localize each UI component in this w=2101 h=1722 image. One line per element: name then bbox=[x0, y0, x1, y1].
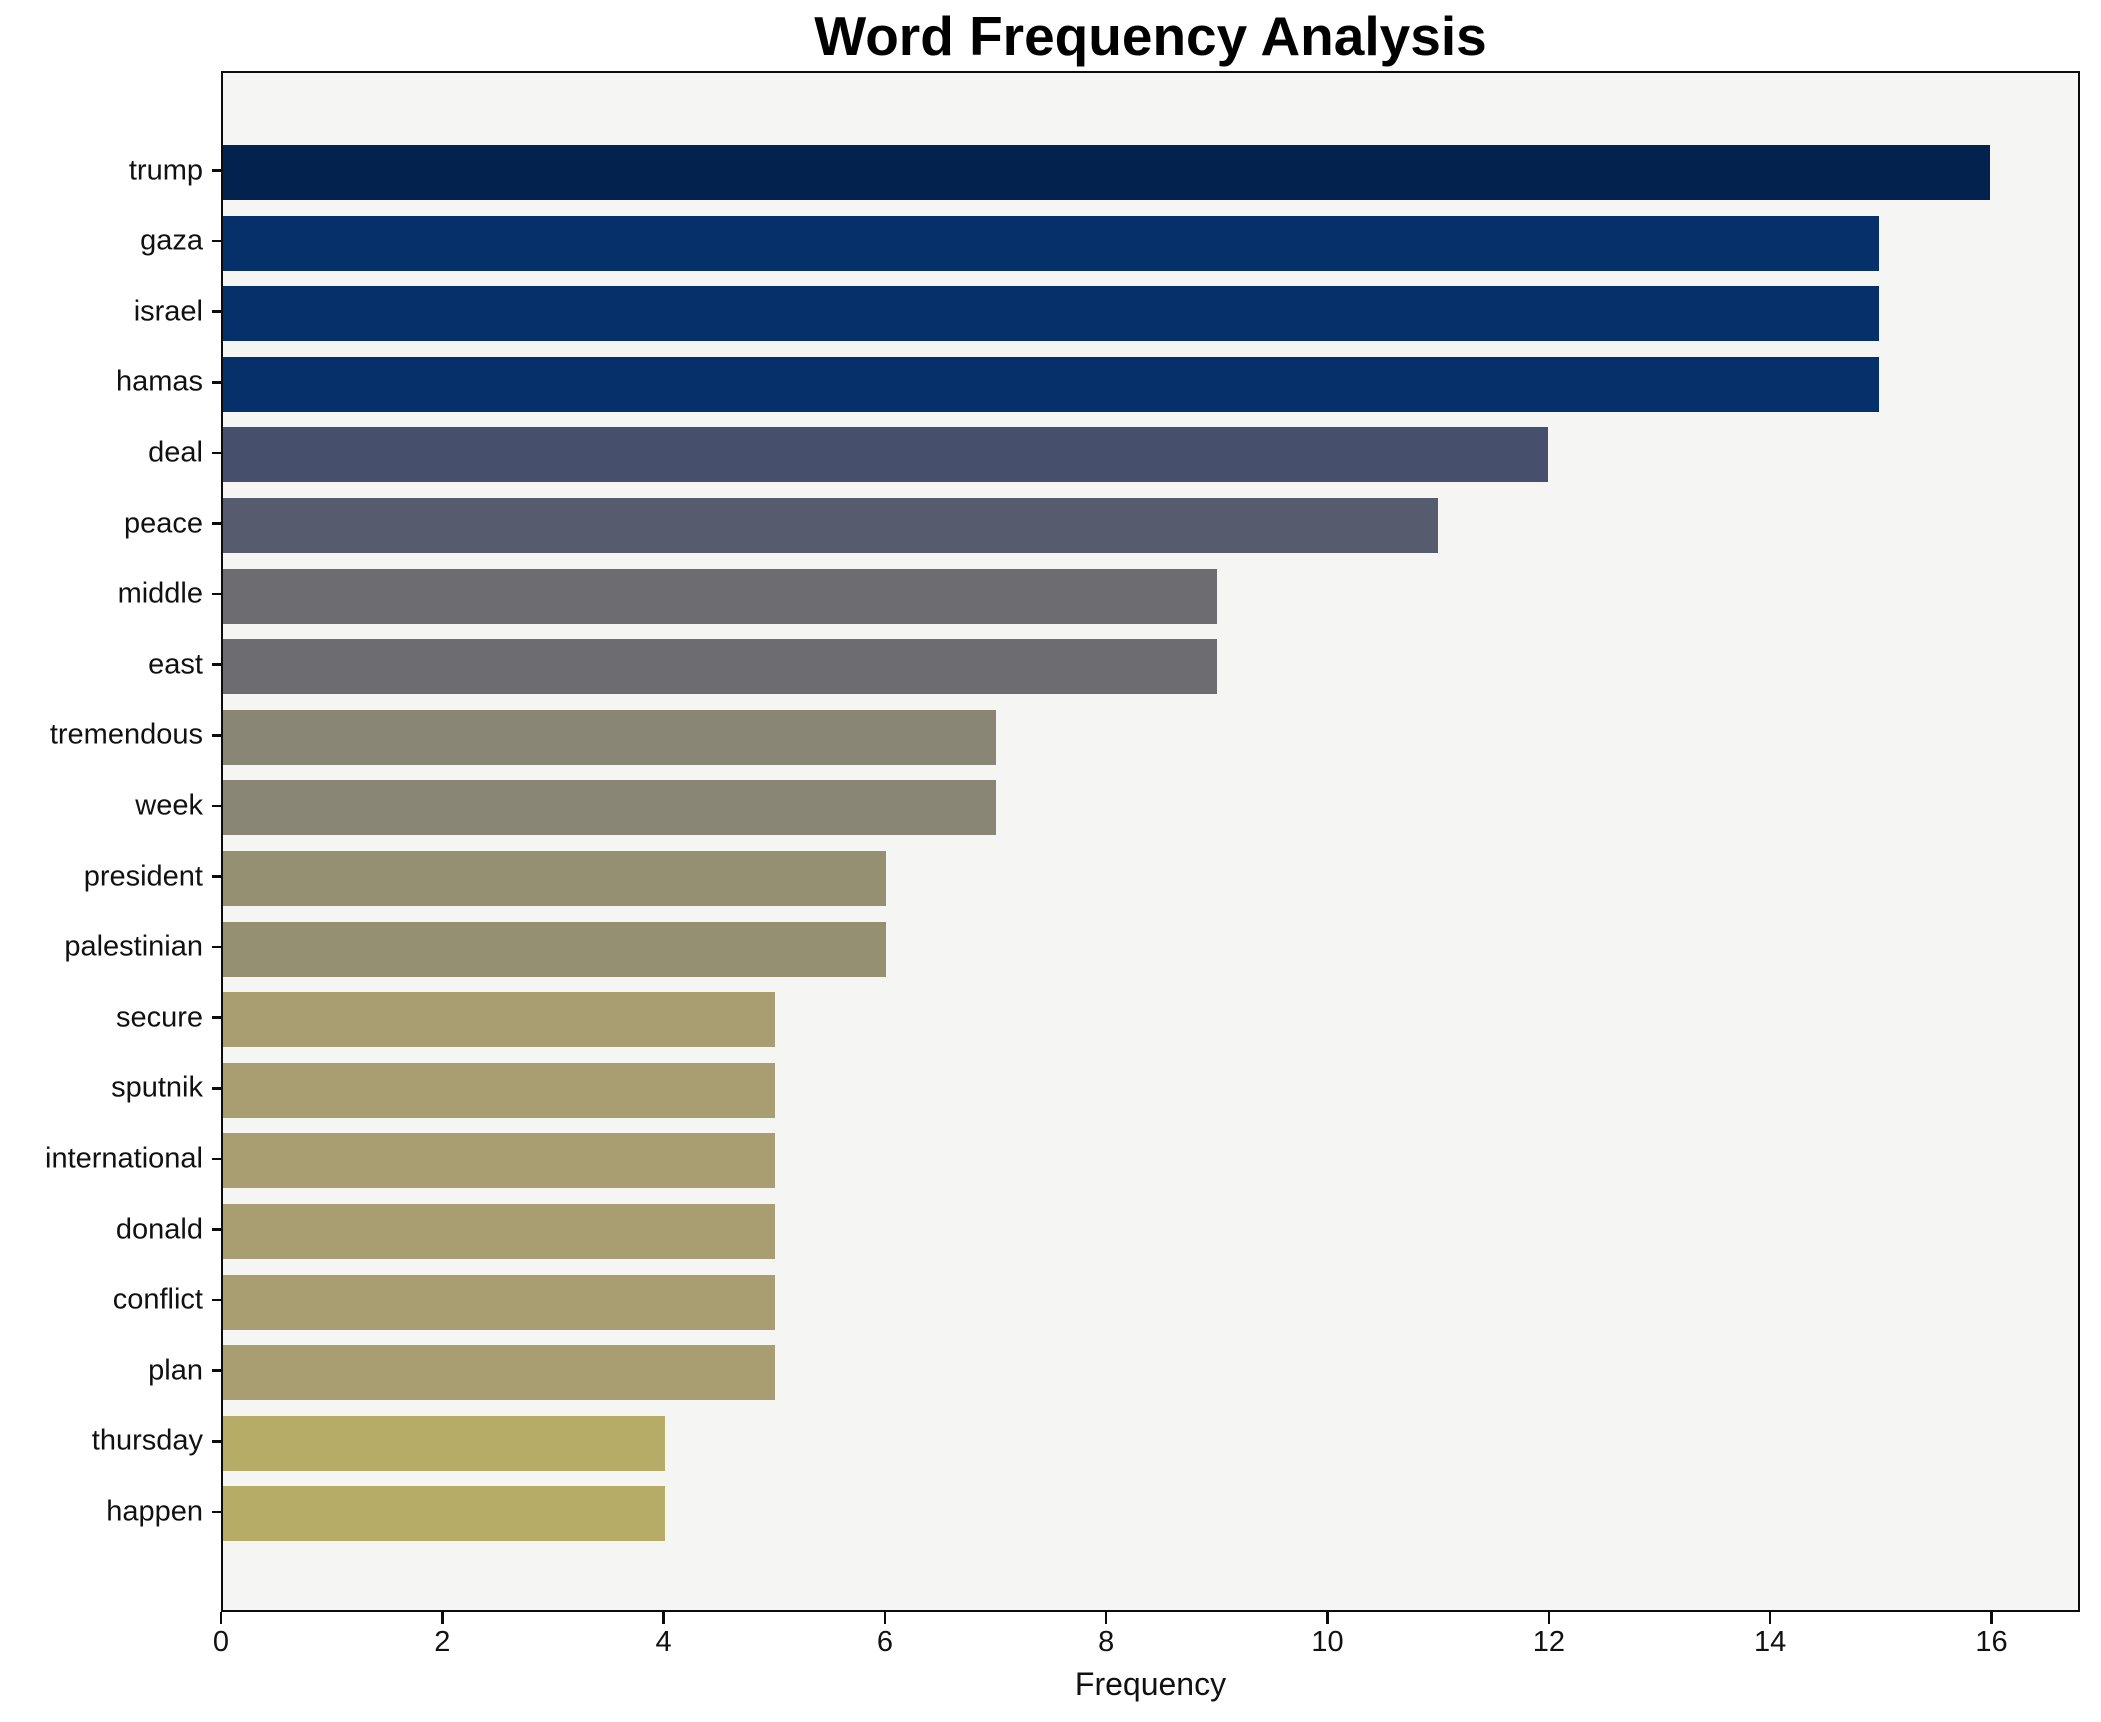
y-tick-label-middle: middle bbox=[117, 577, 203, 610]
x-tick-mark bbox=[1768, 1612, 1772, 1624]
y-tick-label-secure: secure bbox=[115, 1001, 203, 1034]
y-tick-label-sputnik: sputnik bbox=[111, 1071, 203, 1104]
y-tick-label-hamas: hamas bbox=[115, 365, 203, 398]
bar-gaza bbox=[223, 215, 1880, 271]
x-tick-mark bbox=[662, 1612, 665, 1624]
x-tick-mark bbox=[1104, 1612, 1108, 1624]
y-tick-mark bbox=[212, 451, 221, 455]
y-tick-mark bbox=[212, 381, 221, 384]
y-tick-label-president: president bbox=[83, 860, 203, 892]
bar-hamas bbox=[223, 356, 1880, 412]
bar-thursday bbox=[223, 1415, 665, 1471]
y-tick-mark bbox=[212, 1369, 221, 1372]
x-tick-mark bbox=[883, 1612, 887, 1624]
y-tick-label-donald: donald bbox=[115, 1213, 203, 1245]
x-tick-label-14: 14 bbox=[1754, 1626, 1787, 1658]
bar-conflict bbox=[223, 1274, 776, 1330]
bar-sputnik bbox=[223, 1062, 776, 1118]
y-tick-label-trump: trump bbox=[128, 154, 203, 186]
y-tick-mark bbox=[212, 1298, 221, 1302]
bar-international bbox=[223, 1133, 776, 1189]
x-tick-label-16: 16 bbox=[1975, 1626, 2008, 1658]
x-tick-label-6: 6 bbox=[876, 1626, 893, 1658]
bar-plan bbox=[223, 1345, 776, 1401]
y-tick-mark bbox=[212, 1087, 221, 1090]
y-tick-label-east: east bbox=[148, 648, 203, 681]
chart-title: Word Frequency Analysis bbox=[814, 5, 1487, 67]
y-tick-mark bbox=[212, 310, 221, 313]
y-tick-label-happen: happen bbox=[106, 1495, 203, 1528]
bar-peace bbox=[223, 498, 1438, 553]
x-tick-mark bbox=[219, 1612, 223, 1624]
y-tick-mark bbox=[212, 1510, 221, 1514]
y-tick-mark bbox=[212, 804, 221, 808]
x-tick-label-8: 8 bbox=[1098, 1626, 1115, 1658]
y-tick-mark bbox=[212, 663, 221, 666]
y-tick-label-international: international bbox=[45, 1142, 203, 1175]
bar-secure bbox=[223, 992, 776, 1048]
x-tick-mark bbox=[441, 1612, 444, 1624]
bar-palestinian bbox=[223, 921, 886, 977]
bar-week bbox=[223, 780, 996, 836]
bar-tremendous bbox=[223, 709, 996, 765]
bar-israel bbox=[223, 286, 1880, 342]
y-tick-label-deal: deal bbox=[148, 436, 203, 469]
x-tick-label-10: 10 bbox=[1311, 1626, 1344, 1658]
x-tick-label-12: 12 bbox=[1532, 1626, 1565, 1658]
plot-area bbox=[221, 71, 2080, 1612]
y-tick-mark bbox=[212, 1157, 221, 1161]
y-tick-mark bbox=[212, 945, 221, 949]
y-tick-label-conflict: conflict bbox=[112, 1283, 203, 1316]
bar-donald bbox=[223, 1204, 776, 1259]
y-tick-mark bbox=[212, 169, 221, 172]
y-tick-label-peace: peace bbox=[123, 507, 203, 539]
y-tick-label-tremendous: tremendous bbox=[49, 718, 203, 751]
x-tick-label-2: 2 bbox=[434, 1626, 451, 1658]
bar-president bbox=[223, 851, 886, 906]
bar-middle bbox=[223, 568, 1217, 624]
y-tick-mark bbox=[212, 1016, 221, 1019]
x-tick-mark bbox=[1990, 1612, 1993, 1624]
y-tick-mark bbox=[212, 875, 221, 878]
y-tick-mark bbox=[212, 592, 221, 596]
x-tick-mark bbox=[1547, 1612, 1551, 1624]
y-tick-mark bbox=[212, 1440, 221, 1443]
y-tick-label-gaza: gaza bbox=[140, 224, 203, 257]
y-tick-mark bbox=[212, 239, 221, 243]
bar-happen bbox=[223, 1486, 665, 1542]
y-tick-mark bbox=[212, 734, 221, 737]
x-tick-label-4: 4 bbox=[655, 1626, 672, 1658]
y-tick-mark bbox=[212, 1228, 221, 1231]
y-tick-label-palestinian: palestinian bbox=[64, 930, 203, 963]
x-tick-mark bbox=[1326, 1612, 1329, 1624]
y-tick-mark bbox=[212, 522, 221, 525]
bar-trump bbox=[223, 145, 1990, 200]
bar-deal bbox=[223, 427, 1548, 483]
x-axis-label: Frequency bbox=[1074, 1666, 1227, 1702]
y-tick-label-israel: israel bbox=[133, 295, 203, 328]
bar-east bbox=[223, 639, 1217, 695]
x-tick-label-0: 0 bbox=[212, 1626, 230, 1658]
y-tick-label-plan: plan bbox=[148, 1354, 203, 1387]
y-tick-label-thursday: thursday bbox=[91, 1424, 203, 1457]
y-tick-label-week: week bbox=[135, 789, 203, 822]
